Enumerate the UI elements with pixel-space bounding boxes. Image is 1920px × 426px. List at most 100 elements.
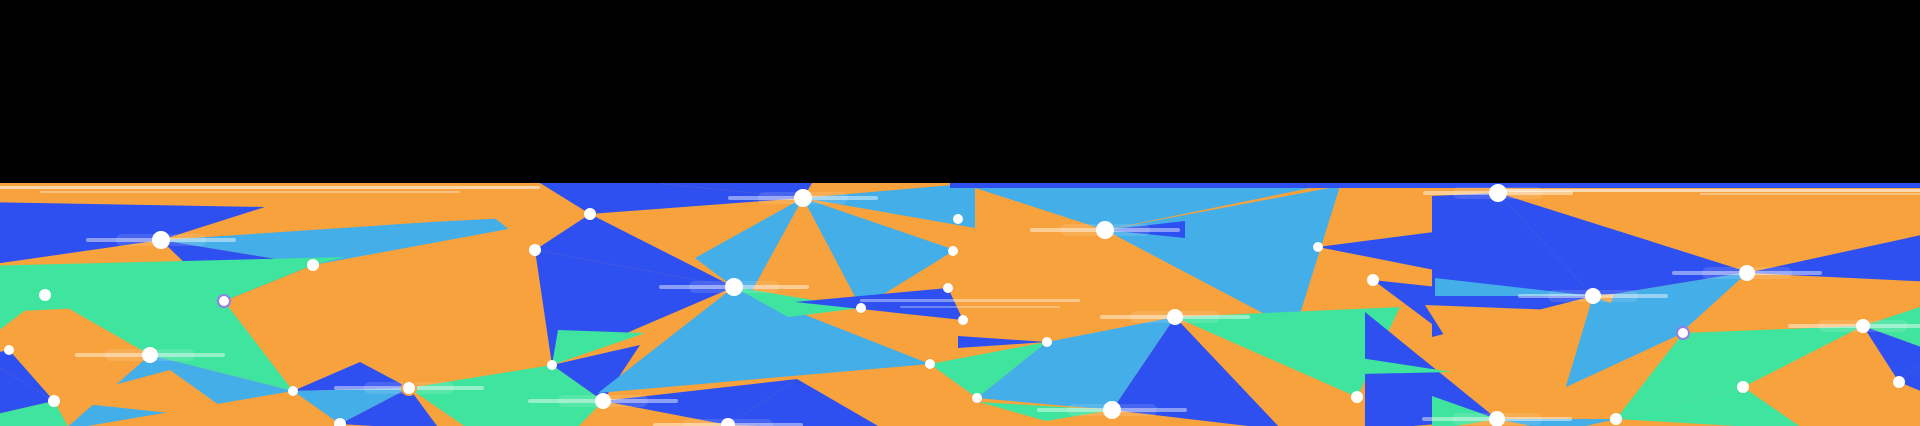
mesh-triangle bbox=[1112, 317, 1279, 426]
mesh-triangle bbox=[1318, 228, 1465, 276]
mesh-triangle bbox=[930, 342, 1047, 398]
mesh-triangle bbox=[1432, 193, 1593, 337]
mesh-node-dot bbox=[856, 303, 866, 313]
mesh-triangle bbox=[2, 344, 150, 362]
mesh-triangle bbox=[535, 214, 734, 287]
mesh-triangle bbox=[1616, 333, 1743, 419]
mesh-node-dot bbox=[142, 347, 158, 363]
mesh-triangle bbox=[161, 194, 560, 240]
mesh-triangle bbox=[795, 288, 963, 320]
mesh-node-dot bbox=[4, 345, 14, 355]
mesh-node-dot bbox=[1856, 319, 1870, 333]
mesh-triangle bbox=[0, 350, 54, 401]
mesh-node-dot bbox=[595, 393, 611, 409]
mesh-node-dot bbox=[288, 386, 298, 396]
mesh-node-dot bbox=[958, 315, 968, 325]
mesh-triangle bbox=[1105, 186, 1340, 330]
mesh-triangle bbox=[45, 295, 293, 391]
mesh-triangle bbox=[293, 388, 409, 424]
mesh-triangle bbox=[1360, 358, 1452, 374]
mesh-triangle bbox=[1863, 326, 1920, 382]
mesh-node-dot bbox=[152, 231, 170, 249]
mesh-triangle bbox=[1683, 326, 1863, 387]
mesh-triangle bbox=[472, 200, 590, 250]
streak bbox=[0, 186, 540, 189]
mesh-triangle bbox=[1425, 305, 1555, 419]
mesh-triangle bbox=[979, 402, 1112, 421]
mesh-node-dot bbox=[401, 380, 417, 396]
mesh-node-dot bbox=[1610, 413, 1622, 425]
mesh-node-dot bbox=[972, 393, 982, 403]
mesh-triangle bbox=[803, 183, 975, 228]
mesh-group bbox=[0, 183, 1920, 426]
mesh-triangle bbox=[1743, 382, 1899, 426]
mesh-node-dot bbox=[1676, 326, 1690, 340]
mesh-triangle bbox=[0, 368, 54, 414]
mesh-triangle bbox=[603, 379, 797, 425]
streak bbox=[1500, 189, 1920, 192]
mesh-node-dot bbox=[1167, 309, 1183, 325]
mesh-triangle bbox=[1497, 333, 1683, 419]
mesh-triangle bbox=[340, 388, 438, 426]
mesh-triangle bbox=[1863, 307, 1920, 347]
mesh-triangle bbox=[695, 198, 803, 298]
mesh-triangle bbox=[958, 336, 1047, 348]
mesh-node-dot bbox=[48, 395, 60, 407]
mesh-node-dot bbox=[1489, 184, 1507, 202]
streak bbox=[900, 306, 1060, 308]
mesh-triangle bbox=[803, 198, 955, 308]
mesh-node-dot bbox=[725, 278, 743, 296]
mesh-triangle bbox=[655, 183, 812, 198]
mesh-triangle bbox=[409, 365, 552, 426]
mesh-node-dot bbox=[307, 259, 319, 271]
mesh-triangle bbox=[0, 401, 68, 426]
mesh-triangle bbox=[161, 222, 430, 265]
mesh-triangle bbox=[1175, 307, 1400, 397]
mesh-node-dot bbox=[1103, 401, 1121, 419]
mesh-triangle bbox=[598, 287, 930, 393]
mesh-node-dot bbox=[547, 360, 557, 370]
mesh-triangle bbox=[1432, 396, 1497, 426]
node-streak bbox=[1788, 324, 1920, 328]
streak bbox=[860, 299, 1080, 302]
mesh-triangle bbox=[1435, 278, 1593, 296]
mesh-node-dot bbox=[1585, 288, 1601, 304]
streak bbox=[40, 191, 460, 193]
mesh-node-dot bbox=[39, 289, 51, 301]
mesh-triangle bbox=[293, 362, 409, 391]
mesh-triangle bbox=[1616, 387, 1800, 426]
mesh-node-dot bbox=[943, 283, 953, 293]
mesh-node-dot bbox=[584, 208, 596, 220]
mesh-triangle bbox=[0, 202, 265, 264]
mesh-node-dot bbox=[1737, 381, 1749, 393]
mesh-node-dot bbox=[721, 418, 735, 426]
mesh-triangle bbox=[590, 183, 803, 214]
mesh-triangle bbox=[960, 183, 1335, 230]
mesh-node-dot bbox=[794, 189, 812, 207]
mesh-node-dot bbox=[948, 246, 958, 256]
mesh-node-dot bbox=[1367, 274, 1379, 286]
mesh-node-dot bbox=[217, 294, 231, 308]
mesh-node-dot bbox=[1096, 221, 1114, 239]
mesh-triangle bbox=[552, 330, 645, 365]
mesh-node-dot bbox=[1042, 337, 1052, 347]
mesh-triangle bbox=[1497, 419, 1616, 426]
mesh-triangle bbox=[1498, 193, 1748, 296]
streak bbox=[1700, 193, 1920, 195]
mesh-triangle bbox=[728, 379, 879, 426]
mesh-node-dot bbox=[529, 244, 541, 256]
mesh-node-dot bbox=[1313, 242, 1323, 252]
mesh-triangle bbox=[977, 317, 1175, 410]
mesh-triangle bbox=[540, 183, 660, 214]
mesh-node-dot bbox=[334, 418, 346, 426]
mesh-triangle bbox=[950, 183, 1920, 188]
mesh-triangle bbox=[1105, 221, 1185, 238]
mesh-node-dot bbox=[1739, 265, 1755, 281]
mesh-triangle bbox=[54, 370, 240, 420]
mesh-node-dot bbox=[925, 359, 935, 369]
mesh-triangle bbox=[1747, 235, 1920, 282]
mesh-triangle bbox=[603, 364, 930, 399]
mesh-node-dot bbox=[1489, 411, 1505, 426]
